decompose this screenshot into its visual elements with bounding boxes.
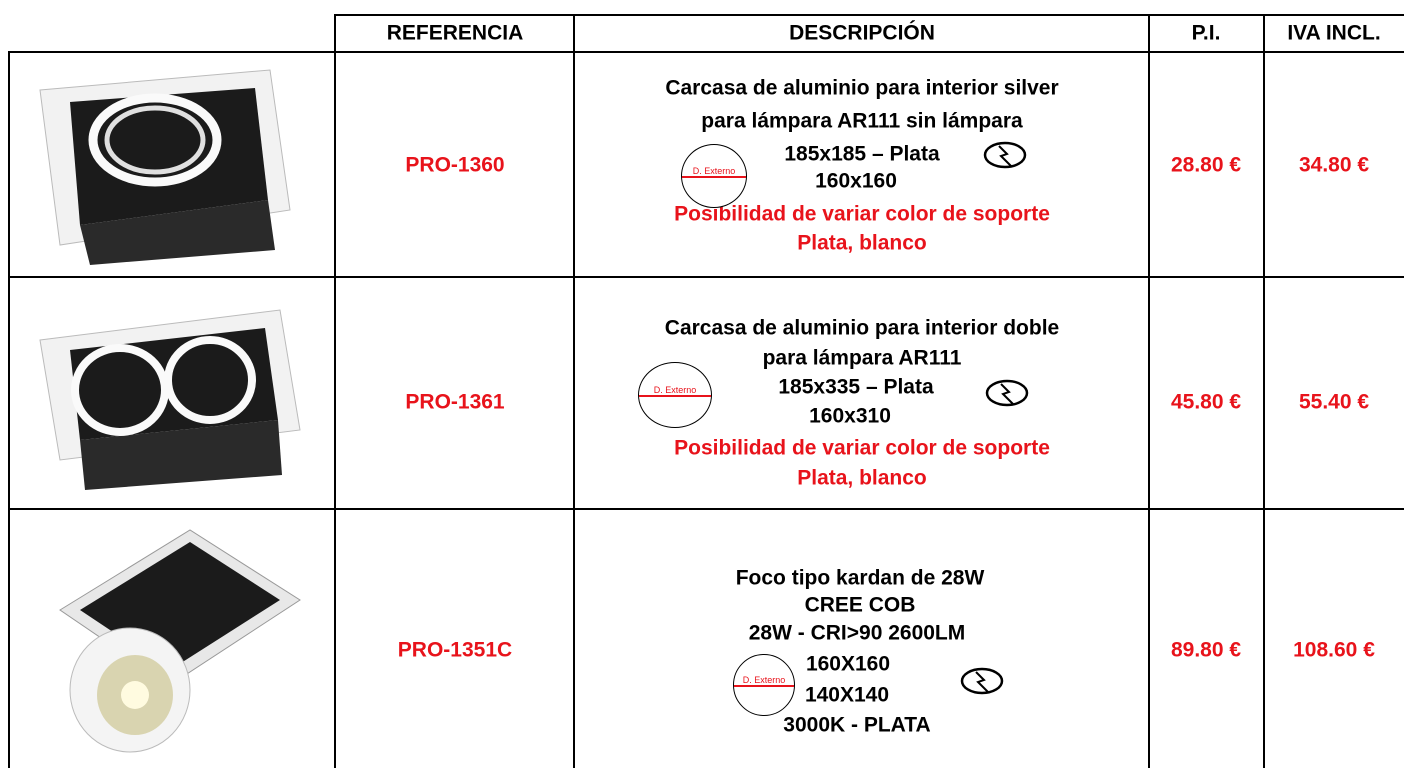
description-line: 160x160 — [815, 169, 897, 193]
reference: PRO-1361 — [405, 390, 505, 414]
reference: PRO-1360 — [405, 153, 505, 177]
size-badge: D. Externo — [733, 654, 795, 716]
column-header: P.I. — [1191, 21, 1221, 45]
border — [1263, 14, 1265, 768]
border — [335, 14, 1404, 16]
border — [8, 51, 1404, 53]
column-header: REFERENCIA — [386, 21, 524, 45]
description-line: 185x335 – Plata — [778, 375, 934, 399]
product-image — [39, 309, 301, 490]
price: 89.80 € — [1170, 638, 1242, 662]
price-vat: 108.60 € — [1293, 638, 1375, 662]
product-image — [59, 529, 301, 753]
description-line: 160X160 — [805, 652, 891, 676]
highlight-line: Posibilidad de variar color de soporte — [674, 202, 1050, 226]
lamp-icon — [960, 667, 1004, 695]
description-line: 185x185 – Plata — [784, 142, 940, 166]
price-vat: 34.80 € — [1298, 153, 1370, 177]
size-badge: D. Externo — [681, 144, 747, 208]
description-line: 28W - CRI>90 2600LM — [748, 621, 966, 645]
product-image — [39, 69, 291, 265]
border — [8, 508, 1404, 510]
description-line: Carcasa de aluminio para interior doble — [664, 316, 1060, 340]
highlight-line: Plata, blanco — [797, 231, 927, 255]
description-line: Foco tipo kardan de 28W — [735, 566, 985, 590]
border — [573, 14, 575, 768]
size-badge: D. Externo — [638, 362, 712, 428]
reference: PRO-1351C — [397, 638, 513, 662]
description-line: para lámpara AR111 sin lámpara — [701, 109, 1023, 133]
description-line: Carcasa de aluminio para interior silver — [665, 76, 1059, 100]
badge-label: D. Externo — [742, 675, 786, 685]
description-line: CREE COB — [804, 593, 916, 617]
highlight-line: Plata, blanco — [797, 466, 927, 490]
border — [1148, 14, 1150, 768]
border — [8, 51, 10, 768]
badge-label: D. Externo — [653, 385, 697, 395]
column-header: IVA INCL. — [1287, 21, 1381, 45]
column-header: DESCRIPCIÓN — [789, 21, 935, 45]
badge-label: D. Externo — [692, 166, 736, 176]
description-line: para lámpara AR111 — [762, 346, 962, 370]
lamp-icon — [983, 141, 1027, 169]
price-vat: 55.40 € — [1298, 390, 1370, 414]
description-line: 140X140 — [804, 683, 890, 707]
border — [8, 276, 1404, 278]
lamp-icon — [985, 379, 1029, 407]
price: 28.80 € — [1170, 153, 1242, 177]
description-line: 3000K - PLATA — [783, 713, 931, 737]
price: 45.80 € — [1170, 390, 1242, 414]
border — [334, 14, 336, 768]
description-line: 160x310 — [809, 404, 891, 428]
highlight-line: Posibilidad de variar color de soporte — [674, 436, 1050, 460]
